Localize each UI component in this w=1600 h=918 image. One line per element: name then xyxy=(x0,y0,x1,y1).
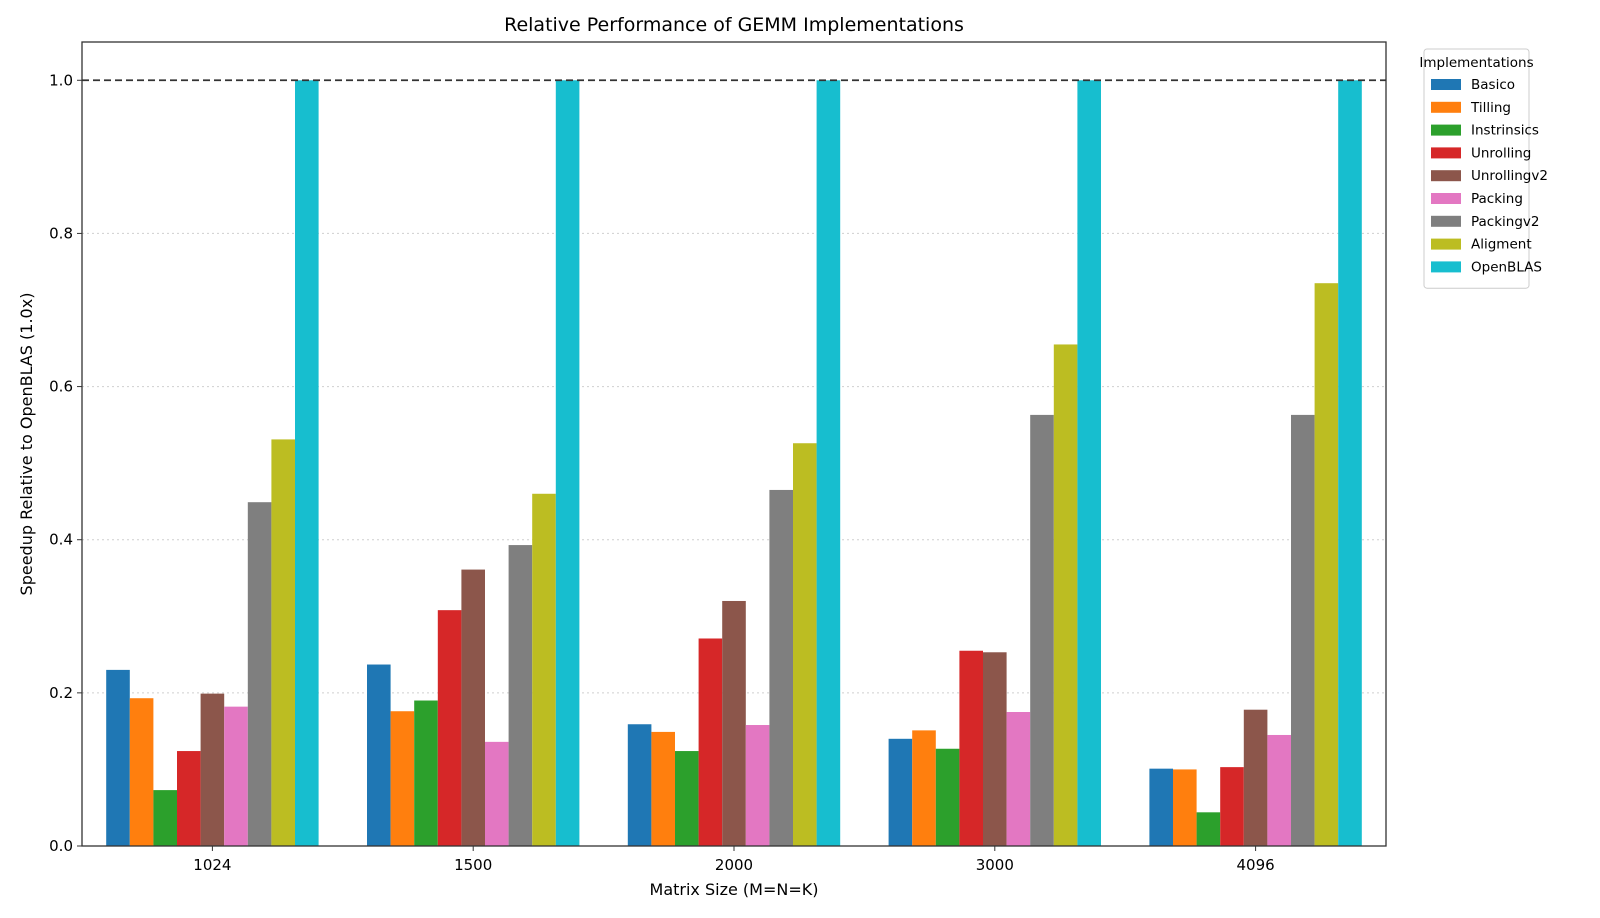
bar-openblas-1500 xyxy=(555,80,580,847)
bar-openblas-2000 xyxy=(816,80,841,847)
legend-swatch xyxy=(1431,193,1461,204)
bar-unrollingv2-4096 xyxy=(1243,709,1268,846)
legend-swatch xyxy=(1431,79,1461,90)
y-tick-label: 0.4 xyxy=(49,531,73,549)
legend-label: Packingv2 xyxy=(1471,214,1540,230)
bar-unrolling-1024 xyxy=(177,751,201,846)
bar-instrinsics-4096 xyxy=(1196,812,1221,846)
y-axis-label: Speedup Relative to OpenBLAS (1.0x) xyxy=(17,293,36,596)
legend-label: Tilling xyxy=(1470,100,1511,116)
legend-swatch xyxy=(1431,147,1461,159)
bar-packing-2000 xyxy=(745,725,770,846)
bar-packingv2-3000 xyxy=(1030,414,1054,846)
legend-label: Unrollingv2 xyxy=(1471,168,1548,184)
legend-title: Implementations xyxy=(1419,55,1533,71)
y-tick-label: 0.2 xyxy=(49,684,73,702)
bar-aligment-1500 xyxy=(532,493,556,846)
bar-basico-1500 xyxy=(367,664,391,846)
bar-basico-1024 xyxy=(106,669,130,846)
legend-swatch xyxy=(1431,124,1461,136)
bar-basico-4096 xyxy=(1149,768,1173,846)
y-tick-label: 0.0 xyxy=(49,837,73,855)
bar-packing-1024 xyxy=(224,706,248,846)
bar-tilling-2000 xyxy=(651,731,675,846)
x-tick-label: 1500 xyxy=(454,856,492,874)
bar-basico-3000 xyxy=(888,738,913,846)
bar-tilling-3000 xyxy=(912,730,936,846)
x-axis-ticks: 1024 1500 2000 3000 4096 xyxy=(193,846,1275,874)
bar-aligment-2000 xyxy=(793,443,817,846)
legend-label: Packing xyxy=(1471,191,1523,207)
bar-instrinsics-2000 xyxy=(675,751,699,846)
legend-label: Unrolling xyxy=(1471,145,1531,161)
bar-unrolling-4096 xyxy=(1220,767,1244,846)
bar-unrolling-3000 xyxy=(959,650,983,846)
bar-packingv2-1024 xyxy=(247,502,272,846)
legend-label: OpenBLAS xyxy=(1471,259,1542,275)
bar-aligment-4096 xyxy=(1314,283,1339,846)
bar-unrollingv2-2000 xyxy=(722,600,746,846)
legend-swatch xyxy=(1431,215,1461,227)
x-tick-label: 1024 xyxy=(193,856,231,874)
bar-packing-4096 xyxy=(1267,734,1291,846)
legend-swatch xyxy=(1431,261,1461,273)
y-axis-ticks: 0.0 0.2 0.4 0.6 0.8 1.0 xyxy=(49,71,82,855)
x-tick-label: 3000 xyxy=(976,856,1014,874)
y-tick-label: 0.8 xyxy=(49,224,73,242)
bar-instrinsics-3000 xyxy=(935,748,960,846)
bar-tilling-1024 xyxy=(129,698,154,846)
bar-packingv2-1500 xyxy=(508,545,533,846)
bar-packingv2-4096 xyxy=(1291,414,1315,846)
legend-swatch xyxy=(1431,238,1461,250)
legend-items: Basico Tilling Instrinsics Unrolling Unrolli… xyxy=(1431,77,1548,275)
x-axis-label: Matrix Size (M=N=K) xyxy=(650,880,819,899)
bar-openblas-4096 xyxy=(1338,80,1362,847)
x-tick-label: 4096 xyxy=(1237,856,1275,874)
bars xyxy=(106,80,1362,847)
bar-packingv2-2000 xyxy=(769,489,793,846)
bar-instrinsics-1500 xyxy=(414,700,438,846)
legend-swatch xyxy=(1431,101,1461,113)
bar-aligment-1024 xyxy=(271,439,295,846)
y-tick-label: 1.0 xyxy=(49,71,73,89)
bar-unrollingv2-1024 xyxy=(200,693,225,846)
legend-label: Basico xyxy=(1471,77,1515,93)
bar-packing-3000 xyxy=(1006,712,1031,846)
bar-aligment-3000 xyxy=(1053,344,1078,846)
y-tick-label: 0.6 xyxy=(49,378,73,396)
legend-swatch xyxy=(1431,170,1461,182)
bar-unrollingv2-3000 xyxy=(983,652,1007,846)
chart-title: Relative Performance of GEMM Implementat… xyxy=(504,14,964,36)
bar-openblas-1024 xyxy=(295,80,319,847)
legend-label: Aligment xyxy=(1471,237,1532,253)
bar-unrolling-2000 xyxy=(698,638,723,846)
bar-tilling-1500 xyxy=(390,711,415,846)
bar-unrollingv2-1500 xyxy=(461,569,485,846)
bar-openblas-3000 xyxy=(1077,80,1101,847)
x-tick-label: 2000 xyxy=(715,856,753,874)
bar-unrolling-1500 xyxy=(437,610,462,846)
bar-packing-1500 xyxy=(485,741,509,846)
legend: Implementations Basico Tilling Instrinsics… xyxy=(1419,48,1548,289)
legend-label: Instrinsics xyxy=(1471,123,1539,139)
bar-instrinsics-1024 xyxy=(153,790,177,846)
bar-basico-2000 xyxy=(627,724,652,846)
bar-tilling-4096 xyxy=(1173,769,1197,846)
